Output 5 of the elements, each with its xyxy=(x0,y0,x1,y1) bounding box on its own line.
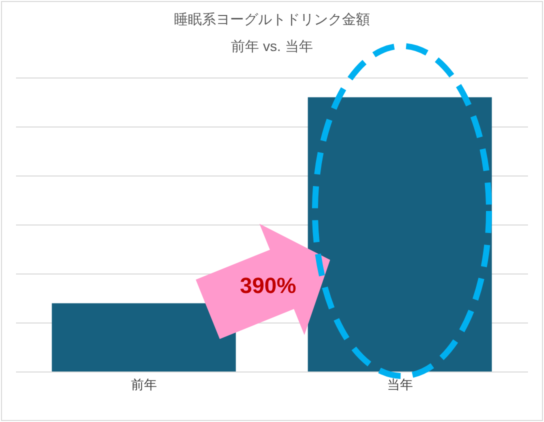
x-tick-label: 前年 xyxy=(131,377,157,392)
chart-title: 睡眠系ヨーグルトドリンク金額 xyxy=(174,11,370,27)
annotation: 390% xyxy=(240,273,296,298)
x-tick-label: 当年 xyxy=(387,377,413,392)
chart-subtitle: 前年 vs. 当年 xyxy=(231,38,313,54)
